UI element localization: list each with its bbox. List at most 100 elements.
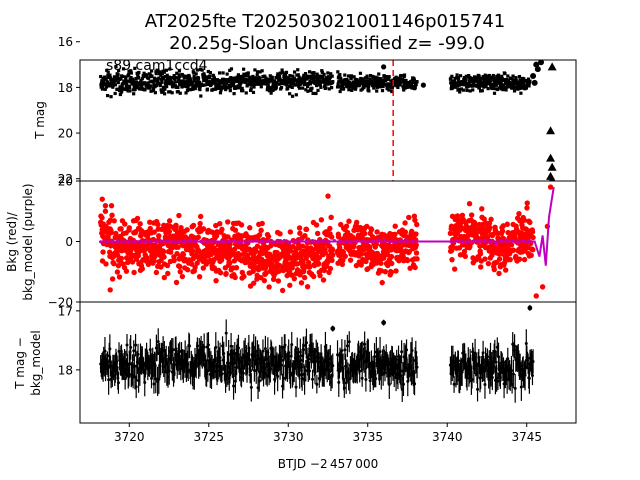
magnitude-point: [239, 76, 243, 80]
magnitude-point: [331, 80, 335, 84]
magnitude-point: [193, 78, 197, 83]
background-marks: [97, 184, 555, 299]
background-point: [468, 212, 475, 218]
magnitude-point: [259, 85, 263, 89]
magnitude-point: [314, 79, 318, 83]
background-point: [459, 212, 466, 219]
magnitude-point: [504, 88, 508, 92]
x-tick-label: 3740: [432, 430, 463, 444]
background-point: [477, 251, 484, 257]
magnitude-point: [410, 84, 414, 88]
background-model-point: [477, 238, 481, 242]
difference-point: [249, 385, 253, 389]
magnitude-point: [487, 73, 491, 78]
difference-point: [287, 351, 291, 355]
difference-point: [301, 348, 305, 352]
difference-point: [341, 367, 345, 371]
difference-point: [405, 348, 409, 352]
magnitude-point: [533, 61, 540, 68]
magnitude-point: [202, 72, 206, 76]
magnitude-point: [171, 85, 175, 89]
magnitude-point: [517, 74, 522, 79]
magnitude-point: [459, 87, 464, 91]
difference-point: [506, 357, 510, 361]
background-model-point: [449, 240, 453, 244]
magnitude-point: [255, 70, 260, 74]
magnitude-point: [113, 83, 118, 87]
magnitude-point: [182, 84, 187, 88]
magnitude-point: [477, 74, 481, 78]
magnitude-point: [494, 83, 499, 87]
magnitude-point: [365, 82, 370, 86]
background-point: [164, 262, 171, 269]
background-point: [451, 266, 458, 272]
magnitude-point: [184, 74, 188, 78]
magnitude-point: [375, 85, 379, 89]
magnitude-point: [106, 93, 110, 98]
background-point: [496, 256, 503, 262]
difference-point: [452, 382, 456, 386]
y-tick-label: 20: [58, 127, 73, 141]
background-model-point: [115, 239, 119, 243]
magnitude-point: [482, 83, 486, 87]
magnitude-point: [395, 82, 399, 86]
magnitude-point: [177, 77, 181, 81]
magnitude-point: [146, 81, 150, 85]
magnitude-point: [330, 86, 334, 90]
magnitude-point: [172, 82, 176, 87]
difference-point: [479, 376, 483, 380]
difference-point: [164, 354, 168, 358]
magnitude-outlier: [381, 64, 387, 70]
magnitude-point: [142, 81, 146, 85]
magnitude-point: [178, 91, 182, 95]
magnitude-point: [521, 82, 526, 87]
magnitude-point: [339, 87, 343, 91]
difference-point: [134, 385, 138, 389]
magnitude-point: [128, 78, 132, 82]
background-point: [287, 282, 293, 288]
magnitude-point: [116, 72, 120, 76]
background-point: [177, 263, 183, 270]
difference-point: [340, 349, 344, 353]
background-point: [190, 248, 196, 254]
magnitude-point: [527, 84, 531, 88]
magnitude-point: [207, 82, 211, 86]
difference-point: [220, 372, 224, 376]
magnitude-point: [108, 73, 112, 77]
difference-point: [167, 369, 171, 373]
magnitude-point: [193, 84, 197, 88]
background-model-point: [505, 238, 509, 242]
background-model-point: [499, 239, 503, 243]
magnitude-point: [483, 79, 488, 83]
magnitude-point: [160, 90, 164, 94]
magnitude-point: [133, 66, 137, 70]
magnitude-point: [291, 74, 295, 78]
background-point: [388, 253, 395, 260]
magnitude-point: [309, 88, 313, 92]
background-point: [114, 252, 121, 258]
background-point: [153, 269, 160, 276]
magnitude-point: [500, 74, 504, 78]
magnitude-point: [228, 88, 232, 93]
magnitude-point: [191, 87, 195, 91]
magnitude-point: [288, 92, 292, 96]
magnitude-point: [177, 73, 181, 77]
magnitude-point: [238, 84, 242, 88]
difference-point: [307, 369, 311, 373]
background-point: [327, 225, 333, 232]
magnitude-point: [237, 86, 241, 90]
magnitude-point: [163, 92, 167, 96]
magnitude-point: [288, 74, 292, 78]
x-tick-label: 3720: [114, 430, 145, 444]
magnitude-point: [349, 74, 354, 78]
background-point: [161, 274, 168, 281]
magnitude-point: [276, 72, 280, 76]
magnitude-point: [287, 75, 291, 80]
magnitude-point: [241, 80, 245, 84]
magnitude-point: [328, 75, 333, 79]
magnitude-point: [112, 75, 117, 79]
background-point: [232, 274, 238, 281]
background-model-point: [316, 239, 320, 243]
background-point: [118, 226, 124, 232]
